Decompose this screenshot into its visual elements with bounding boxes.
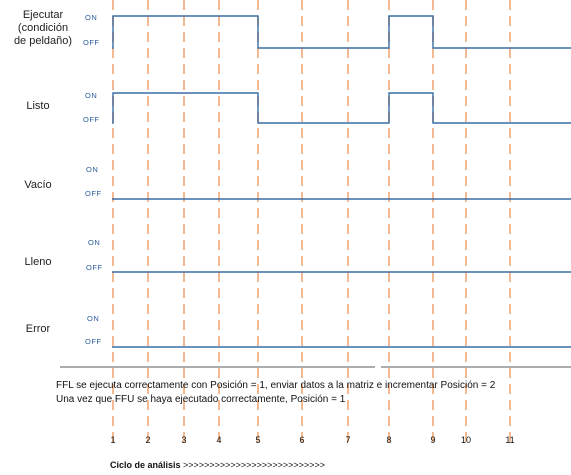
on-label: ON [88, 238, 101, 247]
signal-label-line: Ejecutar [22, 9, 64, 21]
off-label: OFF [85, 337, 102, 346]
off-label: OFF [83, 115, 100, 124]
off-label: OFF [83, 38, 100, 47]
cycle-number: 4 [216, 435, 222, 445]
signal-label-error: Error [10, 323, 66, 336]
cycle-number: 8 [386, 435, 392, 445]
off-label: OFF [86, 263, 103, 272]
cycle-number: 3 [181, 435, 187, 445]
cycle-number: 9 [430, 435, 436, 445]
on-label: ON [87, 314, 100, 323]
signal-label-line: de peldaño) [13, 35, 73, 47]
cycle-number: 11 [505, 435, 515, 445]
on-label: ON [85, 91, 98, 100]
scan-cycle-title: Ciclo de análisis [110, 460, 181, 470]
on-label: ON [85, 13, 98, 22]
note-ffu: Una vez que FFU se haya ejecutado correc… [56, 394, 346, 405]
cycle-number: 10 [460, 435, 472, 445]
signal-label-line: Vacío [24, 179, 52, 191]
signal-label-lleno: Lleno [10, 256, 66, 269]
signal-label-listo: Listo [10, 100, 66, 113]
signal-label-line: Error [25, 323, 51, 335]
note-ffl: FFL se ejecuta correctamente con Posició… [56, 380, 496, 391]
cycle-number: 5 [255, 435, 261, 445]
signal-waveform [112, 92, 571, 124]
signal-label-line: (condición [17, 22, 69, 34]
signal-label-vacio: Vacío [10, 179, 66, 192]
on-label: ON [86, 165, 99, 174]
scan-cycle-label: Ciclo de análisis >>>>>>>>>>>>>>>>>>>>>>… [110, 460, 325, 470]
signal-label-ejecutar: Ejecutar (condición de peldaño) [8, 9, 78, 48]
cycle-number: 2 [145, 435, 151, 445]
scan-cycle-arrows: >>>>>>>>>>>>>>>>>>>>>>>>>>> [183, 460, 325, 470]
cycle-number: 7 [345, 435, 351, 445]
signal-label-line: Lleno [24, 256, 52, 268]
cycle-number: 1 [110, 435, 116, 445]
signal-label-line: Listo [26, 100, 50, 112]
signal-waveform [112, 15, 571, 49]
cycle-number: 6 [299, 435, 305, 445]
off-label: OFF [85, 189, 102, 198]
